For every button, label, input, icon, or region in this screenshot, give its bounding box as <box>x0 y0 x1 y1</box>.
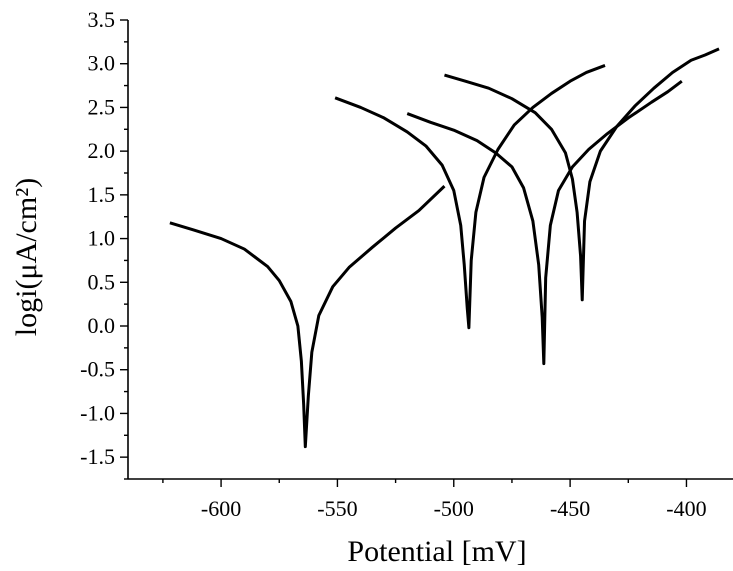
axes: -600 -550 -500 -450 -400 -1.5 -1.0 -0.5 0.0 0.5 1.… <box>80 7 733 521</box>
y-tick-label: -0.5 <box>80 357 115 382</box>
polarization-curve-2 <box>334 64 606 330</box>
y-tick-label: 3.0 <box>88 51 116 76</box>
y-tick-label: 2.0 <box>88 138 116 163</box>
x-axis-title: Potential [mV] <box>347 535 526 568</box>
x-tick-label: -550 <box>317 496 357 521</box>
y-tick-label: 3.5 <box>88 7 116 32</box>
y-tick-label: 0.0 <box>88 313 116 338</box>
x-tick-label: -600 <box>201 496 241 521</box>
y-tick-label: -1.0 <box>80 400 115 425</box>
y-tick-label: 1.5 <box>88 182 116 207</box>
plot-area <box>169 47 720 449</box>
y-tick-label: 1.0 <box>88 226 116 251</box>
x-tick-label: -400 <box>666 496 706 521</box>
y-tick-label: 2.5 <box>88 94 116 119</box>
y-tick-label: -1.5 <box>80 444 115 469</box>
polarization-curve-1 <box>169 185 446 449</box>
polarization-curve-4 <box>444 47 720 302</box>
x-tick-label: -500 <box>434 496 474 521</box>
y-tick-label: 0.5 <box>88 269 116 294</box>
y-axis-title: logi(μA/cm²) <box>10 178 43 336</box>
x-tick-label: -450 <box>550 496 590 521</box>
